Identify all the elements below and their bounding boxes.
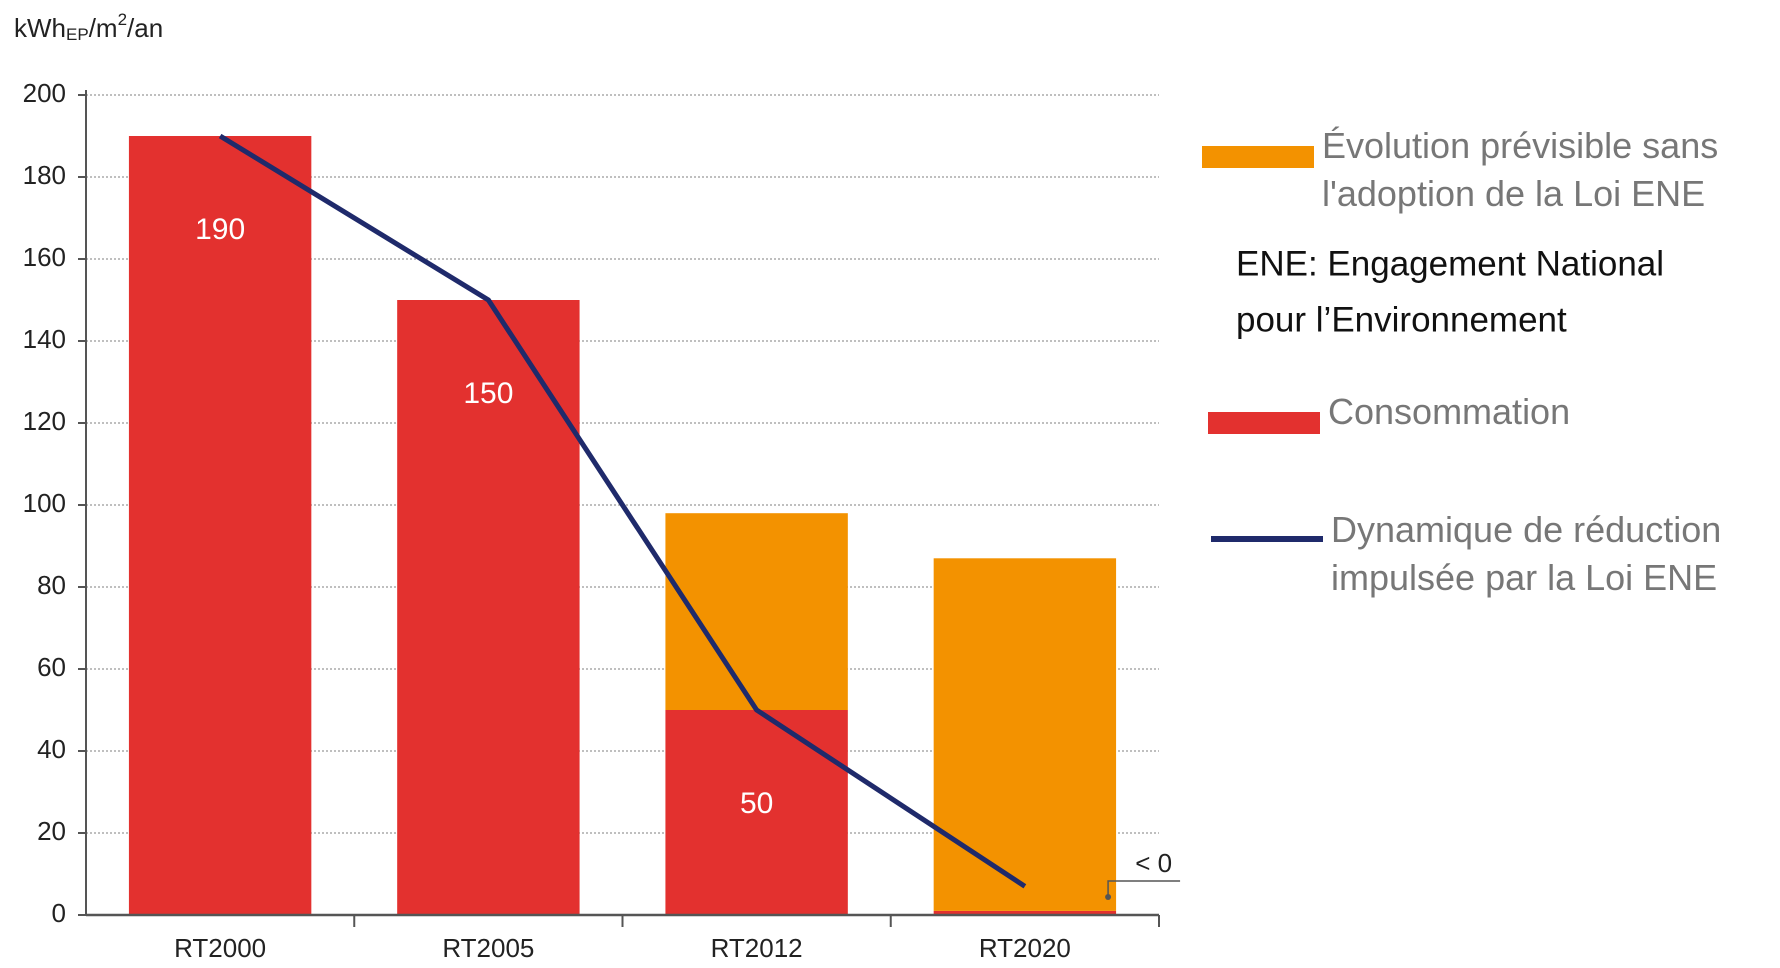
value-label: 50	[740, 787, 773, 820]
legend-label: Dynamique de réduction impulsée par la L…	[1331, 509, 1722, 598]
y-axis-label: kWhEP/m2/an	[14, 10, 163, 44]
legend-swatch	[1202, 146, 1314, 168]
x-tick-label: RT2000	[174, 933, 266, 963]
legend-swatch	[1211, 536, 1323, 542]
bar-segment	[933, 910, 1117, 915]
line-series	[218, 133, 1027, 889]
y-tick-label: 60	[37, 652, 66, 682]
note: pour l’Environnement	[1236, 300, 1567, 339]
legend-label: Évolution prévisible sans l'adoption de …	[1322, 125, 1719, 214]
y-tick-label: 40	[37, 734, 66, 764]
y-tick-label: 140	[23, 324, 66, 354]
legend-entry: Dynamique de réduction impulsée par la L…	[1331, 509, 1722, 598]
y-tick-label: 200	[23, 78, 66, 108]
legend-label: Consommation	[1328, 391, 1571, 432]
annotation-leader	[1107, 880, 1181, 897]
x-tick-label: RT2020	[979, 933, 1071, 963]
value-label: 190	[195, 213, 245, 246]
y-tick-label: 120	[23, 406, 66, 436]
x-tick-label: RT2005	[442, 933, 534, 963]
y-tick-label: 20	[37, 816, 66, 846]
bar-segment	[665, 513, 848, 710]
y-tick-label: 100	[23, 488, 66, 518]
bar-segment	[665, 710, 848, 915]
bar-segment	[933, 558, 1117, 911]
legend-entry: Évolution prévisible sans l'adoption de …	[1322, 125, 1719, 214]
legend-entry: Consommation	[1328, 391, 1571, 432]
y-tick-label: 80	[37, 570, 66, 600]
bar-segment	[397, 300, 580, 915]
x-tick-label: RT2012	[711, 933, 803, 963]
y-tick-label: 180	[23, 160, 66, 190]
value-label: 150	[463, 377, 513, 410]
annotation: < 0	[1135, 848, 1172, 878]
y-tick-label: 0	[52, 898, 66, 928]
legend-swatch	[1208, 412, 1320, 434]
y-tick-label: 160	[23, 242, 66, 272]
note: ENE: Engagement National	[1236, 244, 1664, 283]
bar-segment	[128, 136, 312, 915]
